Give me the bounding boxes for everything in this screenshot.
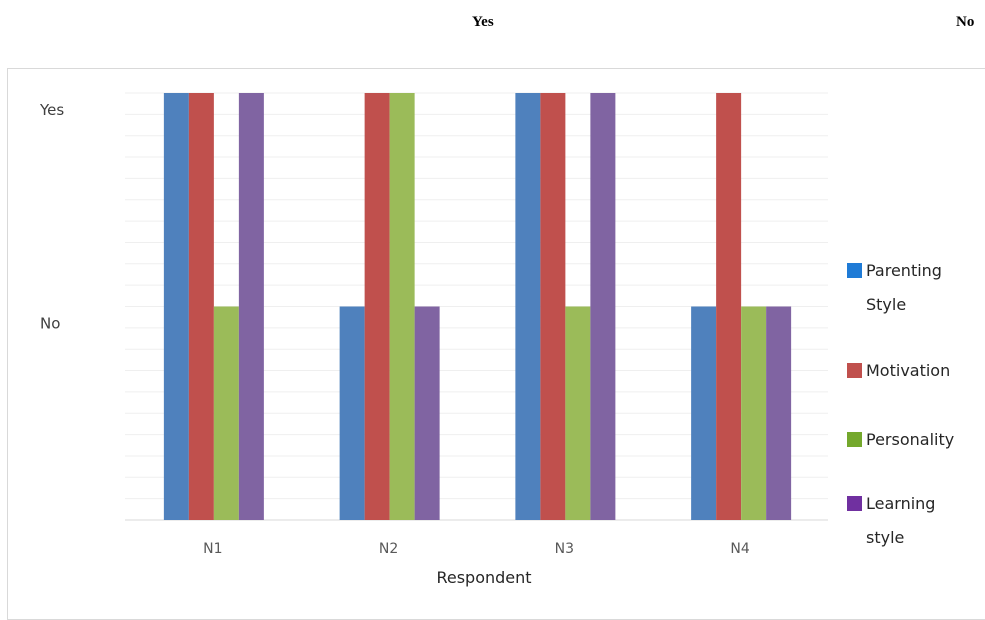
bar-n1-parenting-style xyxy=(163,93,189,520)
x-tick-label: N3 xyxy=(555,541,574,557)
bar-n3-parenting-style xyxy=(515,93,541,520)
bar-n1-learning-style xyxy=(238,93,264,520)
bar-n2-personality xyxy=(389,93,415,520)
bars xyxy=(163,93,792,520)
bar-n3-motivation xyxy=(540,93,566,520)
legend-swatch xyxy=(847,432,862,447)
bar-n3-learning-style xyxy=(590,93,616,520)
legend-label: Personality xyxy=(866,430,954,449)
bar-n4-parenting-style xyxy=(691,306,717,520)
bar-n1-personality xyxy=(213,306,239,520)
bar-n4-learning-style xyxy=(766,306,792,520)
x-tick-label: N1 xyxy=(203,541,222,557)
y-tick-label: Yes xyxy=(39,101,64,119)
bar-n4-motivation xyxy=(716,93,742,520)
x-tick-label: N2 xyxy=(379,541,398,557)
legend-swatch xyxy=(847,363,862,378)
legend-swatch xyxy=(847,496,862,511)
legend-label: Parenting xyxy=(866,261,942,280)
legend-swatch xyxy=(847,263,862,278)
legend-label: Learning xyxy=(866,494,935,513)
x-axis-tick-labels: N1 N2 N3 N4 xyxy=(203,541,750,557)
header-yes-label: Yes xyxy=(472,14,494,30)
legend-label: Motivation xyxy=(866,361,950,380)
x-tick-label: N4 xyxy=(730,541,749,557)
legend-label: Style xyxy=(866,295,906,314)
y-tick-label: No xyxy=(40,315,60,333)
bar-n4-personality xyxy=(741,306,767,520)
bar-n1-motivation xyxy=(188,93,214,520)
y-axis-tick-labels: No Yes xyxy=(39,101,64,333)
x-axis-label: Respondent xyxy=(436,568,531,587)
bar-n2-learning-style xyxy=(414,306,440,520)
bar-n3-personality xyxy=(565,306,591,520)
header-no-label: No xyxy=(956,14,975,30)
bar-n2-motivation xyxy=(364,93,390,520)
bar-n2-parenting-style xyxy=(339,306,365,520)
legend: Parenting Style Motivation Personality Learn… xyxy=(847,261,954,547)
legend-label: style xyxy=(866,528,904,547)
